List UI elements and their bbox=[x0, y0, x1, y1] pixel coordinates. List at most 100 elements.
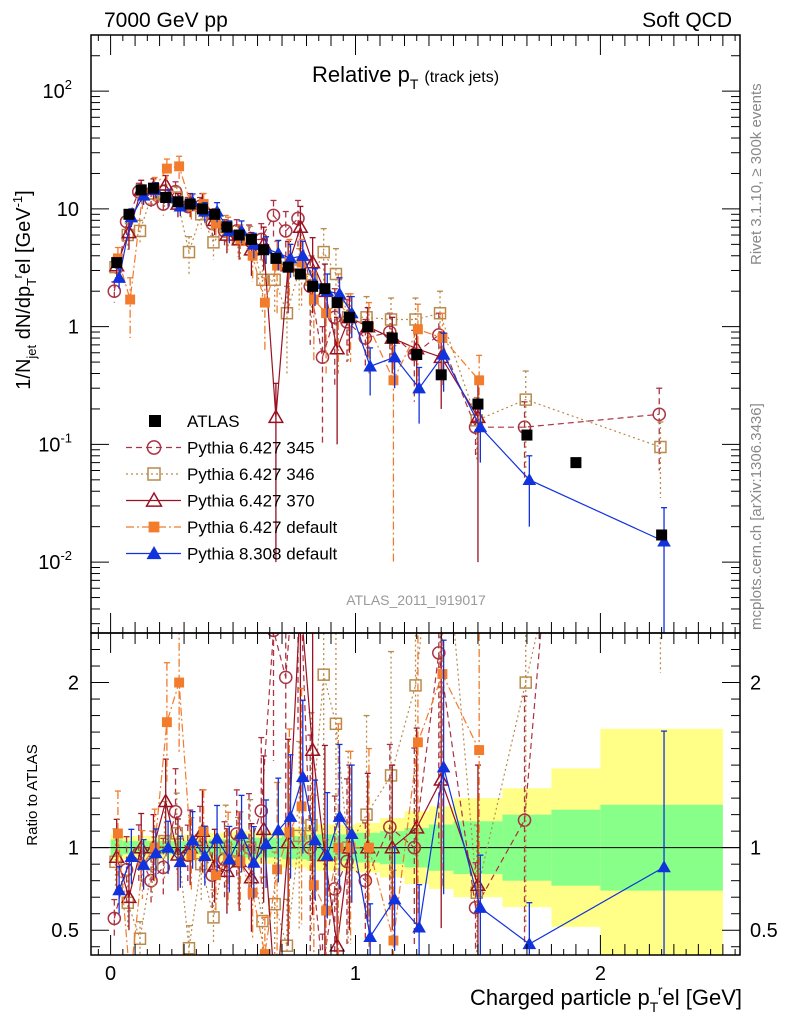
data-point bbox=[411, 348, 423, 360]
data-point bbox=[233, 229, 245, 241]
marker bbox=[266, 208, 281, 223]
data-point bbox=[294, 268, 306, 280]
marker bbox=[255, 820, 272, 836]
marker bbox=[168, 804, 183, 819]
ratio-y-tick-label: 1 bbox=[68, 838, 79, 860]
data-point bbox=[435, 369, 447, 381]
ratio-y-tick-label-right: 2 bbox=[750, 673, 761, 695]
marker bbox=[185, 833, 200, 846]
series-line-1 bbox=[114, 192, 661, 448]
data-point bbox=[160, 191, 172, 203]
x-tick-label: 0 bbox=[105, 963, 116, 985]
marker bbox=[470, 886, 484, 899]
legend-label: Pythia 6.427 346 bbox=[187, 465, 315, 484]
marker bbox=[133, 839, 150, 854]
marker bbox=[333, 842, 344, 853]
ratio-y-tick-label-right: 0.5 bbox=[750, 920, 778, 942]
marker bbox=[174, 161, 185, 172]
marker bbox=[360, 808, 373, 821]
ratio-y-tick-label: 0.5 bbox=[51, 920, 79, 942]
marker bbox=[174, 677, 185, 688]
marker bbox=[158, 834, 171, 848]
y-tick-label: 10 bbox=[57, 199, 79, 221]
marker bbox=[198, 826, 209, 837]
marker bbox=[522, 937, 537, 950]
marker bbox=[409, 679, 422, 692]
marker bbox=[294, 593, 308, 605]
marker bbox=[517, 813, 532, 827]
legend-entry-5: Pythia 8.308 default bbox=[126, 545, 338, 564]
marker bbox=[210, 870, 221, 881]
marker bbox=[408, 819, 425, 834]
marker bbox=[278, 224, 293, 238]
data-point bbox=[319, 283, 331, 295]
marker bbox=[269, 999, 283, 1011]
marker bbox=[271, 823, 286, 836]
marker bbox=[136, 857, 151, 870]
marker bbox=[436, 347, 451, 360]
marker bbox=[657, 860, 671, 873]
mcplots-label: mcplots.cern.ch [arXiv:1306.3436] bbox=[748, 403, 765, 630]
marker bbox=[112, 883, 126, 896]
marker bbox=[412, 324, 423, 335]
legend-entry-3: Pythia 6.427 370 bbox=[126, 492, 315, 511]
marker bbox=[207, 911, 220, 924]
marker bbox=[474, 745, 485, 756]
legend-entry-0: ATLAS bbox=[149, 412, 240, 431]
marker bbox=[332, 809, 347, 822]
marker bbox=[412, 381, 426, 394]
marker bbox=[388, 375, 399, 386]
x-tick-label: 2 bbox=[595, 963, 606, 985]
y-tick-exponent: -1 bbox=[60, 430, 72, 445]
data-point bbox=[209, 208, 221, 220]
marker bbox=[412, 737, 423, 748]
marker bbox=[186, 850, 197, 861]
data-point bbox=[282, 261, 294, 273]
data-point bbox=[386, 332, 398, 344]
marker bbox=[315, 350, 330, 365]
marker bbox=[433, 306, 447, 320]
marker bbox=[246, 855, 261, 868]
series-line-4 bbox=[118, 189, 665, 542]
marker bbox=[387, 350, 402, 363]
marker bbox=[243, 869, 260, 884]
marker bbox=[173, 855, 188, 868]
data-point bbox=[521, 429, 533, 441]
legend-label: Pythia 8.308 default bbox=[187, 545, 338, 564]
data-point bbox=[172, 196, 184, 208]
marker bbox=[327, 882, 342, 896]
ratio-frame bbox=[90, 632, 741, 956]
marker bbox=[519, 393, 532, 406]
marker bbox=[654, 440, 667, 454]
watermark: ATLAS_2011_I919017 bbox=[346, 592, 486, 608]
marker bbox=[247, 250, 258, 261]
marker bbox=[112, 828, 123, 839]
data-point bbox=[245, 233, 257, 245]
marker bbox=[256, 914, 269, 928]
marker bbox=[437, 333, 448, 344]
ratio-line-1 bbox=[114, 633, 538, 949]
marker bbox=[473, 900, 488, 913]
data-point bbox=[184, 198, 196, 210]
series-line-0 bbox=[113, 190, 660, 428]
x-tick-label: 1 bbox=[350, 963, 361, 985]
ratio-y-tick-label: 2 bbox=[68, 673, 79, 695]
svg-text:Charged particle pTrel [GeV]: Charged particle pTrel [GeV] bbox=[470, 982, 742, 1015]
marker bbox=[321, 308, 332, 319]
marker bbox=[133, 932, 147, 946]
marker bbox=[148, 521, 160, 533]
x-axis-label: Charged particle pTrel [GeV] bbox=[470, 982, 742, 1015]
marker bbox=[384, 313, 398, 326]
marker bbox=[292, 218, 309, 234]
marker bbox=[182, 245, 196, 259]
marker bbox=[329, 717, 343, 731]
marker bbox=[234, 827, 249, 840]
marker bbox=[283, 251, 298, 264]
marker bbox=[295, 248, 310, 261]
marker bbox=[320, 848, 335, 861]
marker bbox=[295, 770, 310, 783]
marker bbox=[107, 284, 122, 299]
marker bbox=[304, 741, 321, 756]
marker bbox=[412, 920, 426, 933]
